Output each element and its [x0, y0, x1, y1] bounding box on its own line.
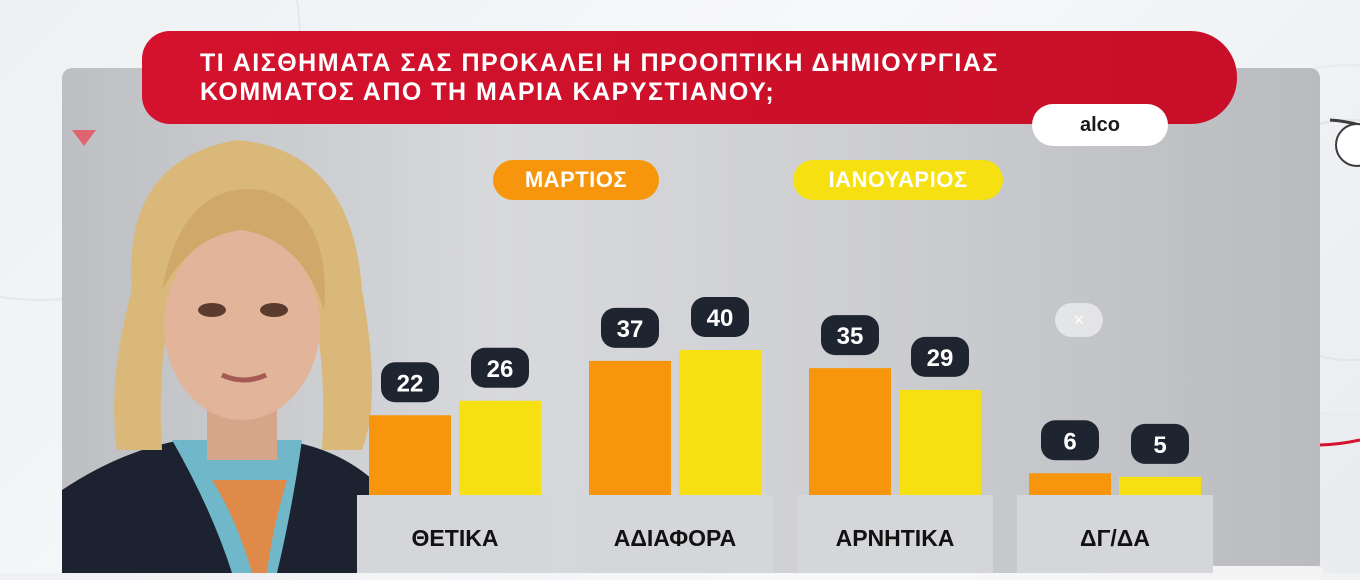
title-line-1: ΤΙ ΑΙΣΘΗΜΑΤΑ ΣΑΣ ΠΡΟΚΑΛΕΙ Η ΠΡΟΟΠΤΙΚΗ ΔΗ… [200, 49, 999, 77]
value-badge [1131, 423, 1189, 464]
value-badge [1041, 420, 1099, 461]
source-badge: alco [1032, 104, 1168, 146]
value-badge [381, 362, 439, 403]
bar [679, 350, 761, 495]
bar [809, 368, 891, 495]
data-label: 29 [927, 345, 954, 372]
triangle-down-icon [72, 130, 96, 146]
data-label: 22 [397, 370, 424, 397]
bar [899, 389, 981, 495]
data-label: 26 [487, 356, 514, 383]
data-label: 5 [1153, 432, 1166, 459]
bar [589, 360, 671, 495]
category-box [1017, 495, 1213, 573]
legend-item-january: ΙΑΝΟΥΑΡΙΟΣ [793, 160, 1003, 200]
bar [369, 415, 451, 495]
value-badge [691, 297, 749, 337]
title-line-2: ΚΟΜΜΑΤΟΣ ΑΠΟ ΤΗ ΜΑΡΙΑ ΚΑΡΥΣΤΙΑΝΟΥ; [200, 78, 776, 106]
data-label: 40 [707, 305, 734, 332]
data-label: 6 [1063, 428, 1076, 455]
category-box [577, 495, 773, 573]
close-icon[interactable]: × [1055, 303, 1103, 337]
value-badge [911, 336, 969, 377]
bar [459, 400, 541, 495]
value-badge [821, 315, 879, 356]
category-label: ΑΡΝΗΤΙΚΑ [836, 525, 955, 551]
bar [1119, 476, 1201, 495]
value-badge [601, 307, 659, 348]
category-box [357, 495, 553, 573]
data-label: 37 [617, 316, 644, 343]
portrait-image [62, 140, 402, 573]
bar [1029, 473, 1111, 495]
legend-item-march: ΜΑΡΤΙΟΣ [493, 160, 659, 200]
value-badge [471, 347, 529, 388]
category-box [797, 495, 993, 573]
category-label: ΑΔΙΑΦΟΡΑ [614, 525, 737, 551]
category-label: ΘΕΤΙΚΑ [412, 525, 499, 551]
category-label: ΔΓ/ΔΑ [1080, 525, 1150, 551]
data-label: 35 [837, 323, 864, 350]
